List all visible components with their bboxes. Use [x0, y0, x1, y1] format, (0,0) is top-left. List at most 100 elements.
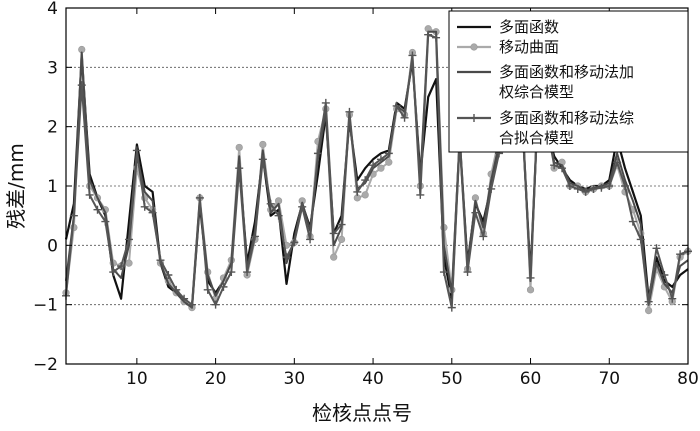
data-point [211, 300, 220, 309]
legend-marker [470, 43, 478, 51]
data-point [329, 229, 338, 238]
data-point [172, 285, 181, 294]
data-point [376, 155, 385, 164]
data-point [250, 232, 259, 241]
data-point [321, 98, 330, 107]
data-point [219, 282, 228, 291]
data-point [101, 217, 110, 226]
data-point [597, 183, 606, 192]
y-tick-label: 2 [47, 118, 58, 138]
data-point [140, 202, 149, 211]
data-point [235, 164, 244, 173]
legend-label-line: 移动曲面 [499, 38, 559, 56]
data-point [195, 193, 204, 202]
data-point [439, 268, 448, 277]
legend-label: 移动曲面 [499, 38, 559, 56]
data-point [187, 300, 196, 309]
series-1 [64, 54, 689, 309]
x-tick-label: 50 [441, 369, 463, 389]
data-point [377, 164, 385, 172]
data-point [400, 113, 409, 122]
y-tick-label: −2 [33, 355, 58, 375]
data-point [573, 184, 582, 193]
data-point [621, 182, 630, 190]
data-point [408, 51, 417, 60]
data-point [124, 235, 133, 244]
data-point [526, 286, 535, 294]
data-point [290, 238, 299, 247]
legend-label-line: 多面函数 [499, 18, 559, 36]
data-point [361, 191, 369, 199]
data-point [447, 303, 456, 312]
data-point [132, 146, 141, 155]
legend-label-line: 多面函数和移动法加 [499, 63, 634, 81]
data-point [392, 101, 401, 110]
x-tick-label: 40 [362, 369, 384, 389]
legend-label-line: 合拟合模型 [499, 129, 574, 147]
data-point [180, 294, 189, 303]
data-point [589, 184, 598, 193]
data-point [668, 294, 677, 303]
data-point [93, 205, 102, 214]
data-point [243, 268, 252, 277]
legend-label-line: 权综合模型 [499, 83, 574, 101]
data-point [164, 271, 173, 279]
data-point [424, 30, 433, 39]
data-point [125, 259, 133, 267]
data-point [156, 256, 165, 265]
data-point [345, 107, 354, 116]
legend-label: 多面函数和移动法加权综合模型 [499, 63, 634, 101]
data-point [274, 211, 283, 220]
series-line [64, 54, 689, 309]
data-point [550, 161, 559, 170]
data-point [645, 307, 653, 315]
x-tick-label: 10 [126, 369, 148, 389]
x-tick-label: 20 [205, 369, 227, 389]
data-point [385, 158, 393, 166]
data-point [565, 182, 574, 190]
data-point [227, 268, 236, 277]
data-point [266, 199, 275, 208]
data-point [282, 253, 291, 262]
y-tick-label: 0 [47, 236, 58, 256]
axis-ticks: −2 −1 0 1 2 3 4 10 20 30 40 50 60 70 80 [33, 0, 699, 389]
data-point [235, 143, 243, 152]
data-point [369, 161, 378, 170]
legend-entry-2: 移动曲面 [457, 38, 559, 56]
data-point [337, 220, 346, 229]
legend-label-line: 多面函数和移动法综 [499, 109, 634, 127]
data-point [613, 158, 622, 167]
data-point [361, 176, 370, 185]
data-point [85, 190, 94, 199]
legend-entry-4: 多面函数和移动法综合拟合模型 [457, 109, 634, 147]
x-axis-title: 检核点点号 [312, 401, 412, 425]
legend-box [448, 10, 689, 153]
legend-entry-1: 多面函数 [457, 18, 559, 36]
data-point [644, 297, 653, 306]
data-point [676, 250, 685, 259]
data-point [109, 268, 118, 277]
x-tick-label: 60 [520, 369, 542, 389]
data-point [526, 273, 535, 282]
x-tick-label: 30 [284, 369, 306, 389]
legend-entry-3: 多面函数和移动法加权综合模型 [457, 63, 634, 101]
data-point [558, 164, 567, 173]
series-4 [62, 30, 692, 312]
data-point [69, 211, 78, 220]
data-point [384, 149, 393, 158]
data-point [605, 182, 614, 190]
legend-label: 多面函数 [499, 18, 559, 36]
data-point [636, 235, 645, 244]
data-point [337, 235, 346, 243]
data-point [471, 208, 480, 217]
y-tick-label: 3 [47, 58, 58, 78]
data-point [298, 202, 307, 211]
legend-label: 多面函数和移动法综合拟合模型 [499, 109, 634, 147]
data-point [652, 244, 661, 253]
x-tick-label: 70 [598, 369, 620, 389]
data-point [660, 271, 669, 279]
y-axis-title: 残差/mm [4, 143, 28, 229]
data-point [306, 235, 315, 244]
y-tick-label: −1 [33, 296, 58, 316]
